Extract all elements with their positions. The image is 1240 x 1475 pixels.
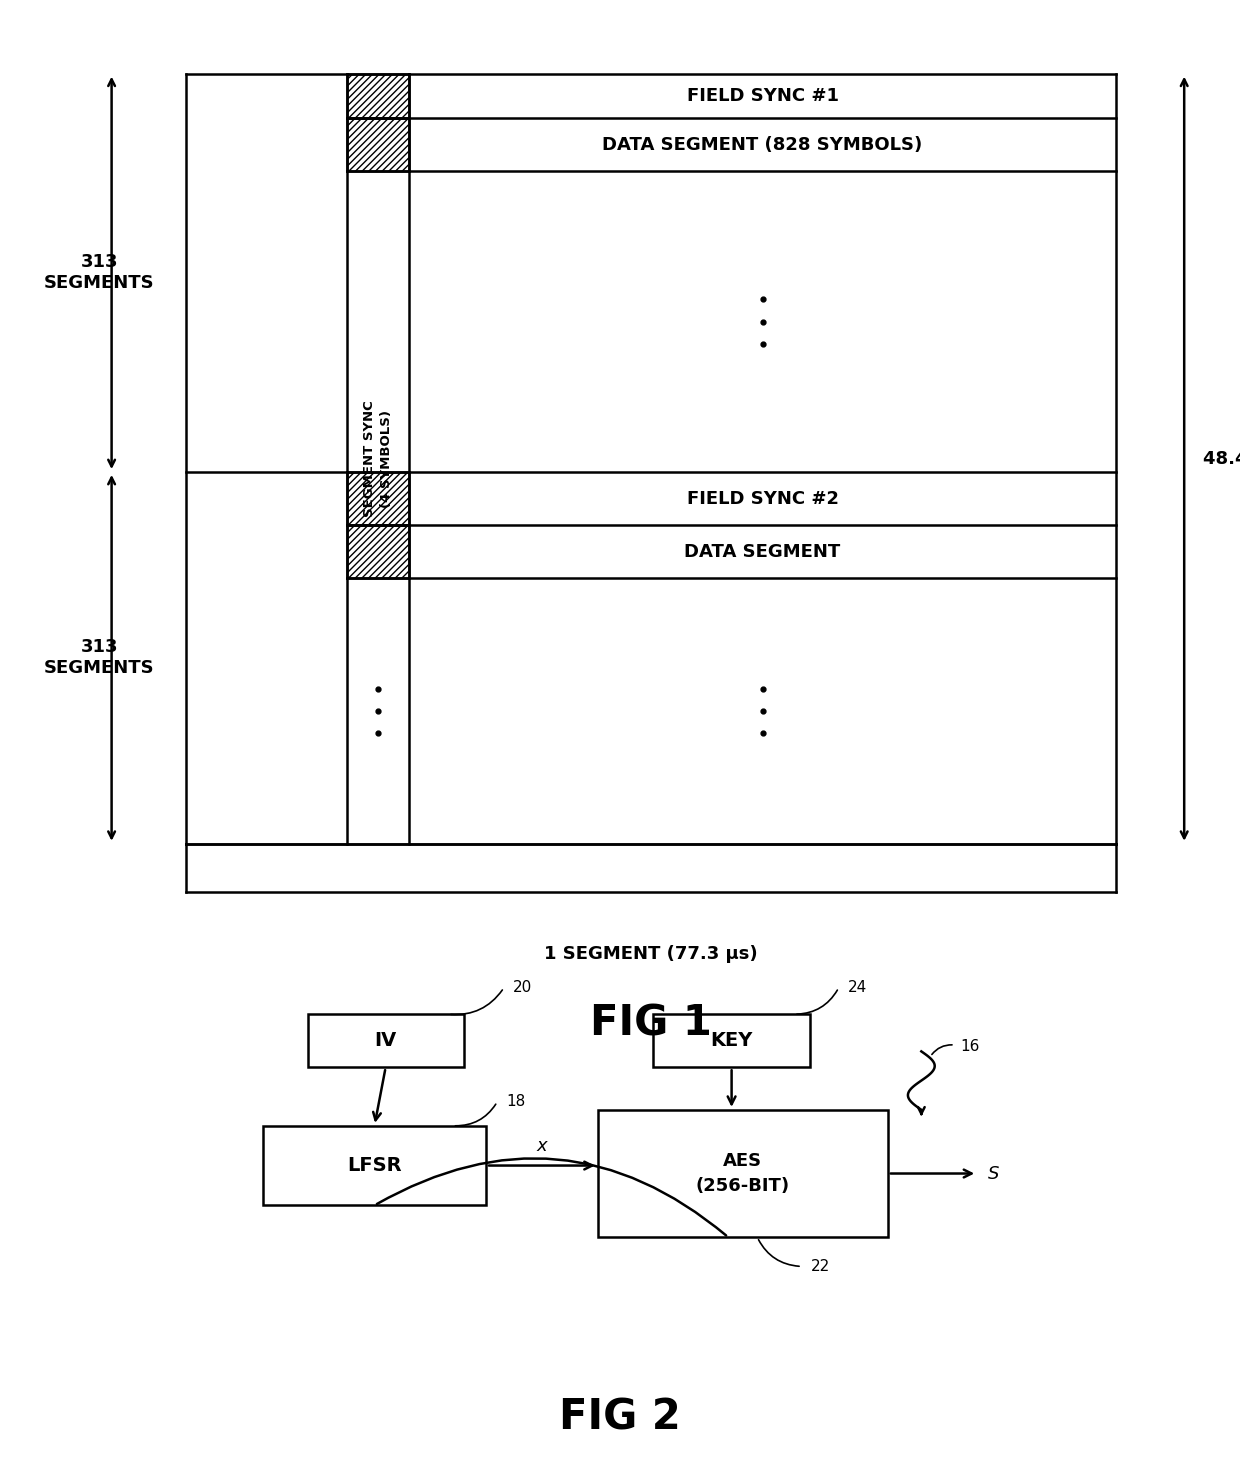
- Text: LFSR: LFSR: [347, 1156, 402, 1176]
- Text: 313
SEGMENTS: 313 SEGMENTS: [43, 254, 155, 292]
- Text: FIG 2: FIG 2: [559, 1397, 681, 1438]
- Bar: [347, 525, 409, 578]
- Bar: [308, 1015, 464, 1068]
- Text: FIELD SYNC #2: FIELD SYNC #2: [687, 490, 838, 507]
- Text: S: S: [988, 1164, 999, 1183]
- Text: SEGMENT SYNC
(4 SYMBOLS): SEGMENT SYNC (4 SYMBOLS): [363, 400, 393, 518]
- Text: DATA SEGMENT (828 SYMBOLS): DATA SEGMENT (828 SYMBOLS): [603, 136, 923, 153]
- Text: AES
(256-BIT): AES (256-BIT): [696, 1152, 790, 1195]
- Text: IV: IV: [374, 1031, 397, 1050]
- Bar: [347, 118, 409, 171]
- Text: 18: 18: [506, 1094, 526, 1109]
- Text: 24: 24: [848, 981, 867, 996]
- Bar: [263, 1125, 486, 1205]
- Bar: [347, 74, 409, 118]
- Text: 48.4 ms: 48.4 ms: [1203, 450, 1240, 468]
- Text: FIELD SYNC #1: FIELD SYNC #1: [687, 87, 838, 105]
- Bar: [347, 472, 409, 525]
- Text: 313
SEGMENTS: 313 SEGMENTS: [43, 639, 155, 677]
- Text: KEY: KEY: [711, 1031, 753, 1050]
- FancyArrowPatch shape: [377, 1158, 727, 1236]
- Text: DATA SEGMENT: DATA SEGMENT: [684, 543, 841, 560]
- Bar: [653, 1015, 810, 1068]
- Text: 16: 16: [961, 1038, 980, 1053]
- Text: x: x: [537, 1137, 547, 1155]
- Text: 20: 20: [513, 981, 532, 996]
- Text: 22: 22: [811, 1260, 830, 1274]
- Text: 1 SEGMENT (77.3 μs): 1 SEGMENT (77.3 μs): [544, 945, 758, 963]
- Bar: [598, 1109, 888, 1238]
- Text: FIG 1: FIG 1: [590, 1003, 712, 1044]
